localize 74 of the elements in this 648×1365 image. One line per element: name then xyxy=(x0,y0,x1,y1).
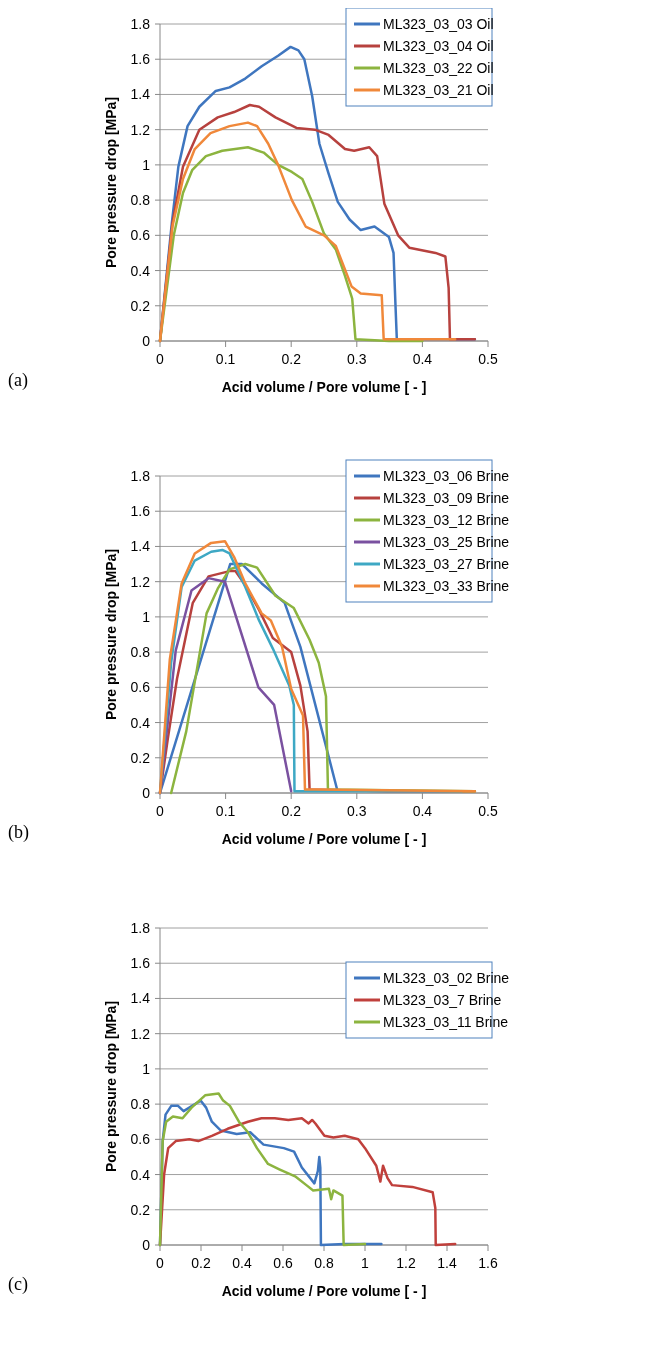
y-axis-title: Pore pressure drop [MPa] xyxy=(103,1000,119,1173)
line-series xyxy=(158,1116,457,1247)
x-tick-label: 1 xyxy=(361,1255,370,1271)
x-tick-label: 1.4 xyxy=(437,1255,457,1271)
x-axis-title: Acid volume / Pore volume [ - ] xyxy=(221,831,427,847)
legend-label: ML323_03_7 Brine xyxy=(383,992,502,1008)
x-tick-label: 0.4 xyxy=(232,1255,252,1271)
x-axis-title: Acid volume / Pore volume [ - ] xyxy=(221,1283,427,1299)
x-tick-label: 0 xyxy=(156,351,165,367)
y-tick-label: 1 xyxy=(142,1060,151,1077)
y-tick-label: 0.6 xyxy=(130,679,151,696)
y-tick-label: 1.6 xyxy=(130,955,151,972)
text: (c) xyxy=(8,1274,28,1295)
y-tick-label: 1.8 xyxy=(130,468,151,484)
y-tick-label: 1 xyxy=(142,608,151,625)
y-tick-label: 1 xyxy=(142,156,151,173)
x-tick-label: 0.1 xyxy=(215,803,236,819)
x-tick-label: 0.3 xyxy=(347,351,367,367)
y-tick-label: 0.2 xyxy=(130,297,151,314)
y-tick-label: 0.2 xyxy=(130,1201,151,1218)
y-tick-label: 0.4 xyxy=(130,1166,151,1183)
y-tick-label: 0.6 xyxy=(130,227,151,244)
y-tick-label: 1.6 xyxy=(130,51,151,68)
y-tick-label: 1.2 xyxy=(130,1025,151,1042)
x-tick-label: 0.2 xyxy=(281,803,302,819)
legend-label: ML323_03_25 Brine xyxy=(383,534,510,550)
y-tick-label: 0.4 xyxy=(130,262,151,279)
legend-label: ML323_03_09 Brine xyxy=(383,490,510,506)
legend-label: ML323_03_02 Brine xyxy=(383,970,510,986)
y-tick-label: 0 xyxy=(142,333,151,349)
text: (b) xyxy=(8,822,29,843)
y-tick-label: 0 xyxy=(142,785,151,801)
y-tick-label: 0 xyxy=(142,1237,151,1253)
x-tick-label: 0.4 xyxy=(412,803,433,819)
x-axis-title: Acid volume / Pore volume [ - ] xyxy=(221,379,427,395)
x-tick-label: 1.6 xyxy=(478,1255,498,1271)
legend-label: ML323_03_06 Brine xyxy=(383,468,510,484)
x-tick-label: 1.2 xyxy=(396,1255,416,1271)
x-tick-label: 0.1 xyxy=(215,351,236,367)
legend-label: ML323_03_04 Oil xyxy=(383,38,494,54)
y-tick-label: 1.2 xyxy=(130,573,151,590)
y-tick-label: 1.8 xyxy=(130,16,151,32)
legend-label: ML323_03_33 Brine xyxy=(383,578,510,594)
y-tick-label: 1.2 xyxy=(130,121,151,138)
legend-label: ML323_03_11 Brine xyxy=(383,1014,509,1030)
x-tick-label: 0.2 xyxy=(191,1255,211,1271)
legend-label: ML323_03_21 Oil xyxy=(383,82,494,98)
y-tick-label: 1.4 xyxy=(130,990,151,1007)
x-tick-label: 0 xyxy=(156,1255,165,1271)
y-tick-label: 0.8 xyxy=(130,192,151,209)
y-axis-title: Pore pressure drop [MPa] xyxy=(103,548,119,721)
legend-label: ML323_03_27 Brine xyxy=(383,556,510,572)
x-tick-label: 0 xyxy=(156,803,165,819)
x-tick-label: 0.6 xyxy=(273,1255,293,1271)
y-tick-label: 1.6 xyxy=(130,503,151,520)
y-tick-label: 0.2 xyxy=(130,749,151,766)
x-tick-label: 0.3 xyxy=(347,803,367,819)
text: (a) xyxy=(8,370,28,391)
legend-label: ML323_03_12 Brine xyxy=(383,512,510,528)
legend-label: ML323_03_22 Oil xyxy=(383,60,494,76)
x-tick-label: 0.2 xyxy=(281,351,302,367)
legend-label: ML323_03_03 Oil xyxy=(383,16,494,32)
y-tick-label: 0.6 xyxy=(130,1131,151,1148)
y-tick-label: 1.4 xyxy=(130,86,151,103)
y-tick-label: 0.8 xyxy=(130,644,151,661)
y-axis-title: Pore pressure drop [MPa] xyxy=(103,96,119,269)
x-tick-label: 0.5 xyxy=(478,803,498,819)
y-tick-label: 0.4 xyxy=(130,714,151,731)
x-tick-label: 0.4 xyxy=(412,351,433,367)
y-tick-label: 0.8 xyxy=(130,1096,151,1113)
y-tick-label: 1.4 xyxy=(130,538,151,555)
y-tick-label: 1.8 xyxy=(130,920,151,936)
x-tick-label: 0.5 xyxy=(478,351,498,367)
x-tick-label: 0.8 xyxy=(314,1255,334,1271)
